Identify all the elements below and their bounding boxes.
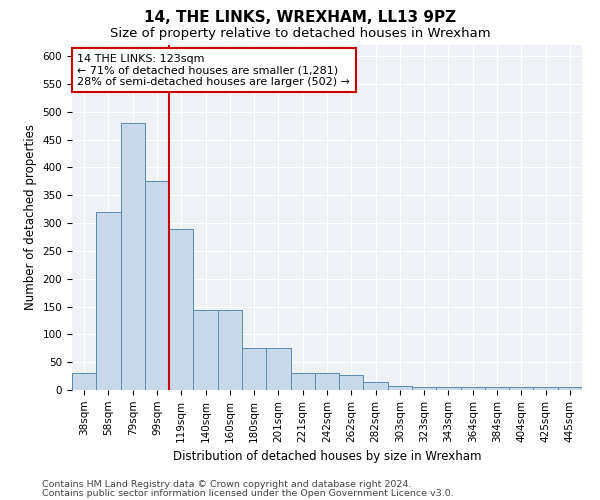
Text: Contains HM Land Registry data © Crown copyright and database right 2024.: Contains HM Land Registry data © Crown c… xyxy=(42,480,412,489)
Bar xyxy=(266,348,290,390)
Bar xyxy=(533,387,558,390)
Bar xyxy=(193,310,218,390)
Bar xyxy=(485,387,509,390)
Text: Size of property relative to detached houses in Wrexham: Size of property relative to detached ho… xyxy=(110,28,490,40)
Bar xyxy=(436,387,461,390)
X-axis label: Distribution of detached houses by size in Wrexham: Distribution of detached houses by size … xyxy=(173,450,481,463)
Bar xyxy=(121,123,145,390)
Bar xyxy=(169,228,193,390)
Bar xyxy=(388,386,412,390)
Bar xyxy=(218,310,242,390)
Y-axis label: Number of detached properties: Number of detached properties xyxy=(24,124,37,310)
Bar xyxy=(339,375,364,390)
Bar xyxy=(96,212,121,390)
Bar xyxy=(412,387,436,390)
Bar xyxy=(558,387,582,390)
Text: 14 THE LINKS: 123sqm
← 71% of detached houses are smaller (1,281)
28% of semi-de: 14 THE LINKS: 123sqm ← 71% of detached h… xyxy=(77,54,350,87)
Bar xyxy=(509,387,533,390)
Bar xyxy=(461,387,485,390)
Text: 14, THE LINKS, WREXHAM, LL13 9PZ: 14, THE LINKS, WREXHAM, LL13 9PZ xyxy=(144,10,456,25)
Bar xyxy=(290,374,315,390)
Bar xyxy=(72,374,96,390)
Bar xyxy=(315,374,339,390)
Bar xyxy=(242,348,266,390)
Bar xyxy=(145,182,169,390)
Bar xyxy=(364,382,388,390)
Text: Contains public sector information licensed under the Open Government Licence v3: Contains public sector information licen… xyxy=(42,488,454,498)
